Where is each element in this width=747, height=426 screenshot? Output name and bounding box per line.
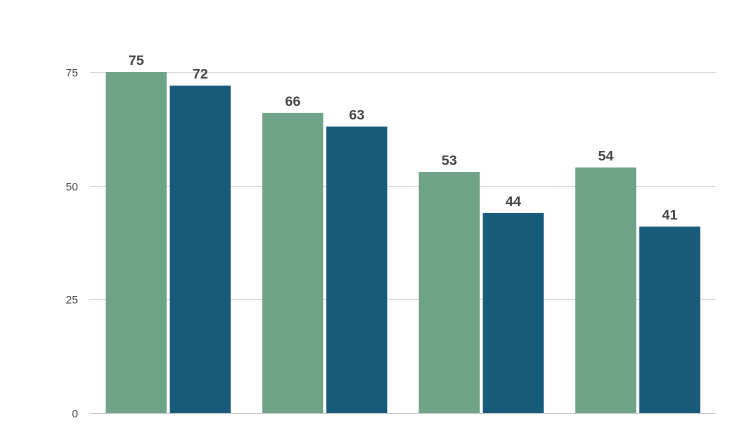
data-label: 63 xyxy=(349,107,365,123)
bar-series-1-category-2 xyxy=(262,112,324,414)
bar-series-2-category-2 xyxy=(326,126,388,413)
data-label: 44 xyxy=(505,193,521,209)
bar-series-1-category-1 xyxy=(105,72,167,413)
y-axis-ticks: 0 25 50 75 xyxy=(66,68,78,421)
bar-series-2-category-1 xyxy=(169,85,231,413)
y-tick-label: 0 xyxy=(72,409,78,421)
data-label: 53 xyxy=(441,152,457,168)
data-label: 72 xyxy=(192,66,208,82)
y-tick-label: 25 xyxy=(66,295,78,307)
bars xyxy=(105,72,701,414)
bar-series-2-category-3 xyxy=(482,212,544,413)
data-label: 66 xyxy=(285,93,301,109)
data-labels: 75 72 66 63 53 44 54 41 xyxy=(128,52,677,223)
data-label: 75 xyxy=(128,52,144,68)
y-tick-label: 75 xyxy=(66,68,78,80)
bar-series-1-category-4 xyxy=(575,167,637,413)
data-label: 41 xyxy=(662,207,678,223)
data-label: 54 xyxy=(598,147,614,163)
y-tick-label: 50 xyxy=(66,182,78,194)
bar-series-1-category-3 xyxy=(418,172,480,413)
bar-series-2-category-4 xyxy=(639,226,701,413)
